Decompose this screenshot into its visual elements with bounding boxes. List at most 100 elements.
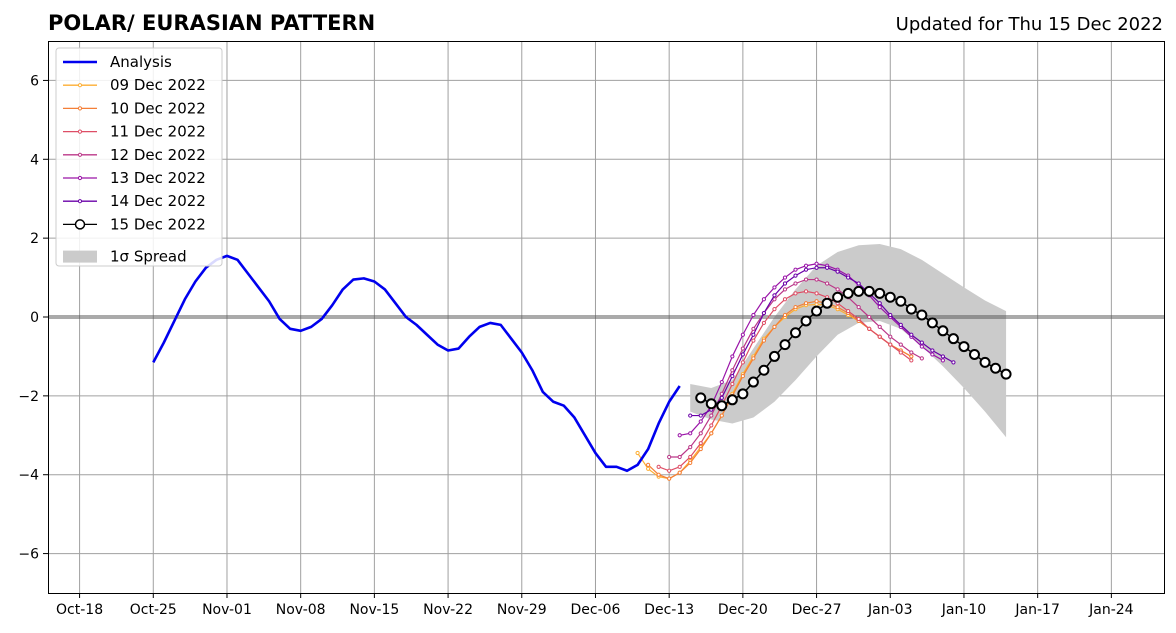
data-point — [856, 305, 861, 310]
data-point — [751, 326, 756, 331]
legend-label: 13 Dec 2022 — [110, 169, 206, 187]
data-point — [856, 316, 861, 322]
data-point — [926, 317, 938, 329]
data-point — [814, 291, 819, 296]
plot-frame — [48, 41, 1165, 594]
data-point — [877, 324, 882, 329]
data-point — [740, 332, 745, 337]
data-point — [782, 275, 788, 280]
axis-ticks: Oct-18 Oct-25 Nov-01 Nov-08 Nov-15 Nov-22 Nov-… — [18, 73, 1133, 618]
data-point — [951, 360, 956, 365]
data-point — [898, 350, 903, 355]
data-point — [656, 472, 661, 477]
y-tick-label: −4 — [18, 468, 39, 484]
x-tick-label: Oct-18 — [56, 602, 103, 618]
data-point — [646, 462, 651, 467]
data-point — [716, 400, 728, 412]
data-point — [888, 334, 893, 339]
data-point — [888, 312, 893, 318]
data-point — [782, 297, 788, 302]
data-point — [688, 460, 693, 465]
data-point — [846, 275, 851, 280]
data-point — [793, 267, 798, 272]
data-point — [737, 388, 749, 400]
legend-label: 15 Dec 2022 — [110, 215, 206, 233]
legend-entry-11-dec-2022: 11 Dec 2022 — [63, 123, 206, 141]
data-point — [698, 446, 703, 452]
legend-marker — [77, 175, 83, 181]
data-point — [646, 466, 651, 471]
data-point — [856, 281, 861, 286]
series-line-14-dec-2022 — [690, 267, 954, 417]
data-point — [688, 454, 693, 460]
y-tick-label: 6 — [30, 73, 39, 89]
spread-band — [690, 244, 1007, 438]
series-12-dec-2022 — [667, 277, 924, 460]
data-point — [782, 287, 788, 292]
legend-box — [55, 47, 223, 267]
data-point — [740, 374, 745, 379]
data-point — [688, 445, 693, 450]
data-point — [905, 303, 917, 315]
data-point — [846, 308, 851, 314]
x-tick-label: Nov-29 — [497, 602, 547, 618]
data-point — [790, 327, 802, 339]
data-point — [667, 476, 672, 481]
data-point — [705, 398, 717, 410]
data-point — [751, 332, 756, 337]
data-point — [740, 352, 745, 357]
data-point — [940, 354, 946, 359]
x-tick-label: Nov-01 — [202, 602, 252, 618]
spread-layer — [690, 244, 1007, 438]
data-point — [730, 368, 735, 373]
data-point — [730, 374, 735, 379]
y-tick-label: 4 — [30, 152, 39, 168]
data-point — [730, 381, 735, 387]
data-point — [772, 324, 777, 329]
data-point — [719, 413, 724, 418]
y-tick-label: −6 — [18, 547, 39, 563]
data-point — [958, 341, 970, 353]
data-point — [898, 322, 903, 327]
legend-entry-14-dec-2022: 14 Dec 2022 — [63, 192, 206, 210]
data-point — [698, 419, 703, 424]
data-point — [968, 348, 980, 360]
data-point — [698, 441, 703, 446]
legend-label: 10 Dec 2022 — [110, 99, 206, 117]
legend-marker — [74, 219, 86, 230]
data-point — [863, 285, 875, 297]
data-point — [782, 281, 788, 286]
legend: Analysis 09 Dec 2022 10 Dec 2022 11 Dec 202… — [55, 47, 223, 267]
data-point — [877, 334, 882, 339]
x-tick-label: Nov-08 — [276, 602, 326, 618]
data-point — [768, 350, 780, 362]
data-point — [895, 295, 907, 307]
chart-subtitle: Updated for Thu 15 Dec 2022 — [896, 14, 1163, 35]
data-point — [709, 413, 714, 418]
y-tick-label: −2 — [18, 389, 39, 405]
legend-entry-10-dec-2022: 10 Dec 2022 — [63, 99, 206, 117]
data-point — [821, 297, 833, 309]
data-point — [758, 364, 770, 376]
legend-label: 09 Dec 2022 — [110, 76, 206, 94]
data-point — [803, 301, 809, 306]
data-point — [877, 305, 882, 310]
data-point — [930, 348, 935, 353]
data-point — [709, 431, 714, 436]
data-point — [990, 362, 1002, 374]
data-point — [751, 312, 756, 318]
y-tick-label: 2 — [30, 231, 39, 247]
data-point — [814, 277, 819, 282]
x-tick-label: Dec-13 — [644, 602, 694, 618]
data-point — [888, 342, 893, 347]
x-tick-label: Jan-10 — [941, 602, 986, 618]
data-point — [688, 413, 693, 418]
data-point — [667, 468, 672, 473]
data-point — [919, 356, 924, 361]
data-point — [909, 350, 914, 355]
legend-entry-09-dec-2022: 09 Dec 2022 — [63, 76, 206, 94]
data-point — [814, 261, 819, 266]
data-point — [1000, 368, 1012, 380]
data-point — [930, 352, 935, 357]
data-point — [698, 413, 703, 418]
